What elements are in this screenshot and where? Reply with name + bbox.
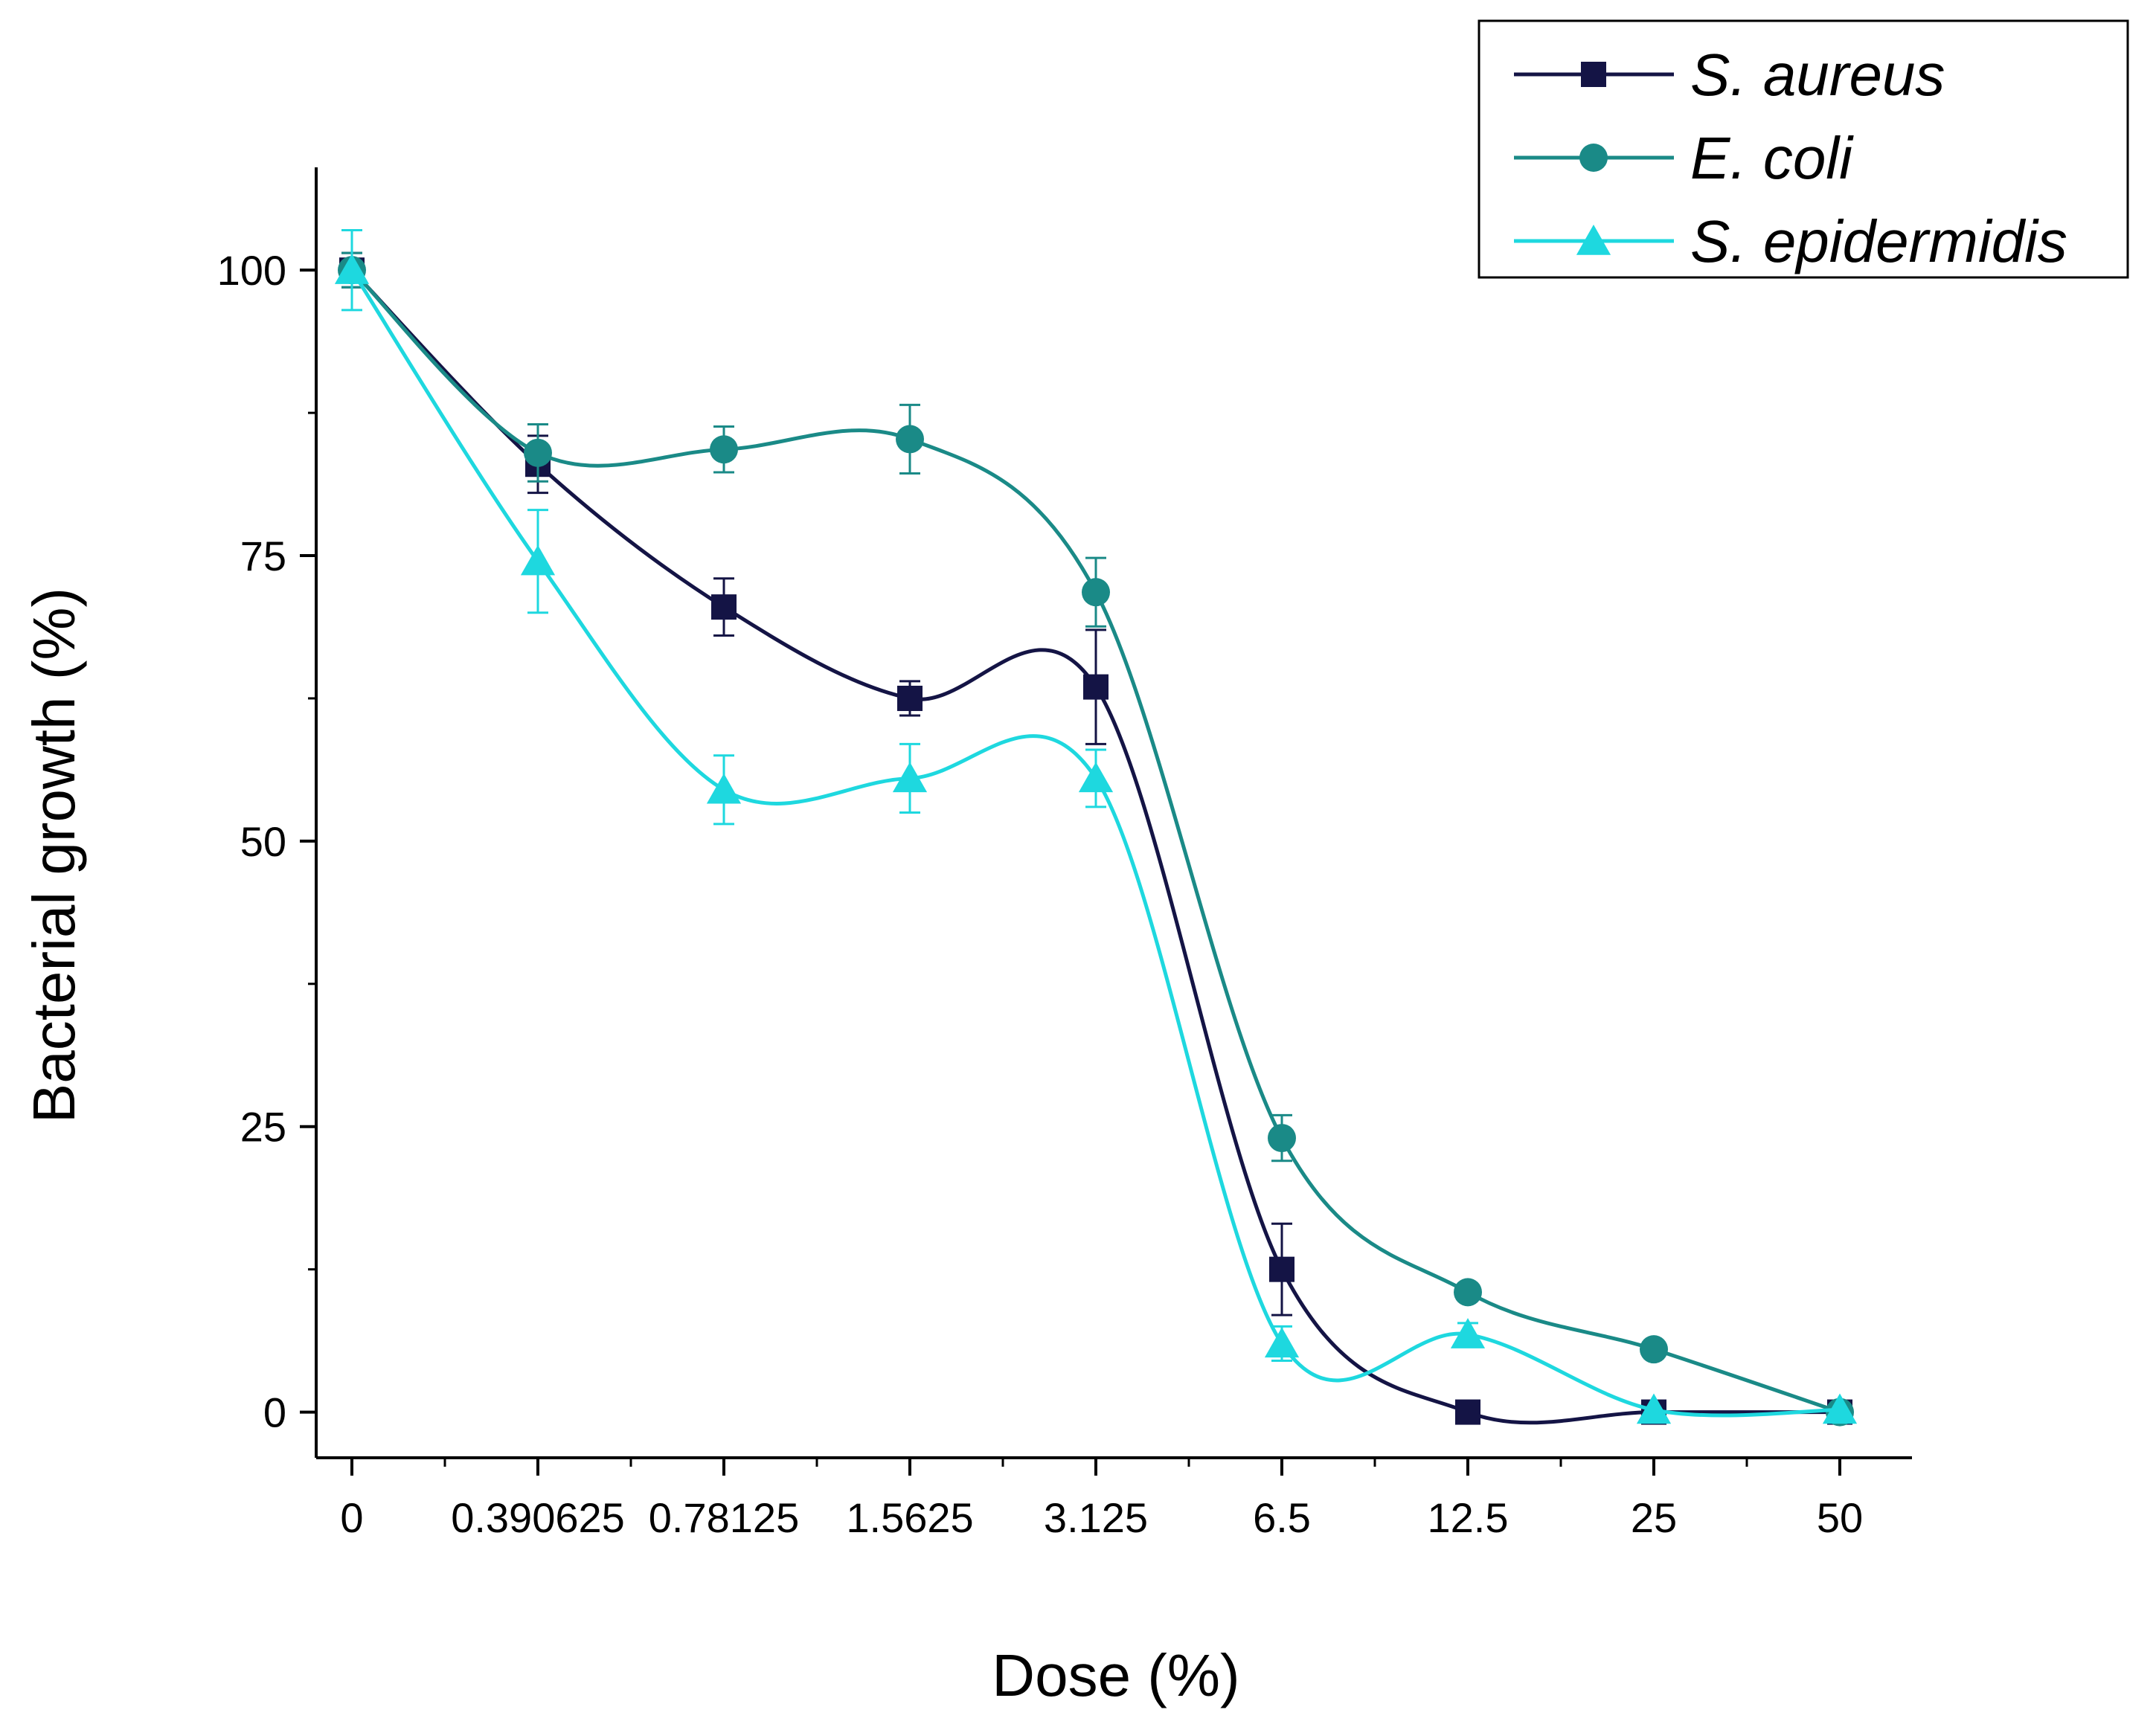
y-tick-label: 100 (217, 247, 286, 294)
data-point-triangle (334, 254, 370, 284)
series-line-square (350, 268, 1841, 1425)
data-point-circle (1640, 1335, 1668, 1364)
data-point-square (897, 685, 923, 711)
data-point-circle (1082, 578, 1110, 607)
plot-area: 0 25 50 75 100 0 0.390625 0.78125 1.5625 3.125 6.5… (217, 167, 1912, 1541)
data-point-triangle (1264, 1327, 1300, 1358)
data-point-square (1455, 1399, 1480, 1425)
y-tick-label: 50 (240, 818, 286, 865)
data-point-triangle (892, 762, 928, 793)
data-point-triangle (1078, 762, 1114, 793)
x-axis-title: Dose (%) (992, 1642, 1239, 1708)
series-line-triangle (350, 268, 1841, 1418)
x-tick-label: 1.5625 (846, 1494, 973, 1541)
data-point-square (1083, 674, 1109, 700)
data-point-triangle (520, 544, 556, 576)
x-tick-label: 0 (340, 1494, 363, 1541)
data-point-square (711, 594, 737, 620)
legend-label-triangle: S. epidermidis (1690, 208, 2067, 274)
data-point-circle (524, 438, 552, 467)
x-tick-label: 25 (1631, 1494, 1677, 1541)
x-tick-label: 6.5 (1253, 1494, 1311, 1541)
data-point-triangle (1822, 1393, 1858, 1424)
legend-label-square: S. aureus (1690, 42, 1945, 108)
data-point-circle (1454, 1278, 1482, 1307)
data-point-circle (1268, 1124, 1296, 1153)
legend: S. aureus E. coli S. epidermidis (1478, 19, 2129, 279)
x-tick-label: 0.78125 (649, 1494, 799, 1541)
data-point-circle (896, 425, 924, 454)
y-axis-title: Bacterial growth (%) (21, 588, 87, 1123)
y-tick-label: 0 (263, 1389, 286, 1436)
y-tick-label: 25 (240, 1104, 286, 1151)
data-point-triangle (1450, 1318, 1486, 1348)
x-tick-label: 0.390625 (451, 1494, 625, 1541)
legend-marker-triangle (1576, 225, 1611, 255)
y-tick-label: 75 (240, 533, 286, 579)
data-point-circle (710, 435, 738, 464)
x-tick-label: 50 (1817, 1494, 1863, 1541)
legend-label-circle: E. coli (1690, 125, 1854, 191)
legend-marker-square (1581, 62, 1606, 87)
data-point-triangle (706, 773, 742, 804)
series-line-circle (350, 268, 1841, 1414)
data-point-triangle (1636, 1393, 1672, 1424)
x-tick-label: 3.125 (1044, 1494, 1148, 1541)
legend-marker-circle (1579, 144, 1608, 172)
x-tick-label: 12.5 (1428, 1494, 1509, 1541)
data-point-square (1269, 1256, 1294, 1282)
